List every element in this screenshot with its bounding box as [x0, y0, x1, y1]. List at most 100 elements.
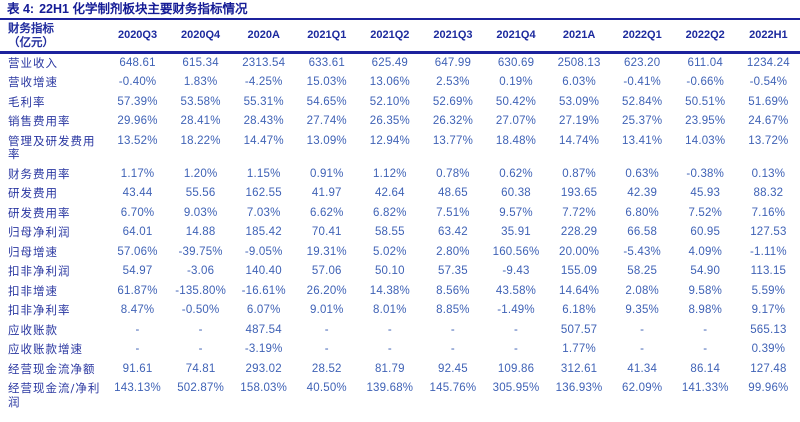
cell-value: 25.37% — [622, 115, 663, 127]
cell-value: 92.45 — [438, 362, 468, 375]
cell-value: 0.63% — [625, 167, 659, 180]
cell-value: 52.10% — [369, 95, 410, 108]
row-label: 经营现金流/净利润 — [8, 381, 101, 409]
cell-value: 647.99 — [434, 56, 472, 69]
cell-value: 58.25 — [627, 265, 658, 277]
cell-value: 88.32 — [753, 187, 784, 199]
cell-value: 623.20 — [623, 56, 661, 69]
cell-value: 0.39% — [751, 343, 786, 355]
cell-value: 9.01% — [309, 304, 344, 316]
cell-value: 127.48 — [750, 362, 787, 375]
cell-value: 109.86 — [497, 362, 535, 375]
cell-value: - — [703, 343, 708, 355]
cell-value: 158.03% — [240, 382, 288, 394]
cell-value: 185.42 — [245, 226, 282, 238]
cell-value: - — [135, 323, 140, 336]
table-row: 应收账款增速 - - -3.19% - - - - 1.77% - - 0.39% — [0, 340, 800, 360]
cell-value: - — [703, 323, 708, 336]
cell-value: 13.06% — [369, 76, 410, 88]
row-label: 应收账款增速 — [8, 342, 83, 356]
cell-value: 611.04 — [687, 56, 723, 69]
cell-value: 28.43% — [243, 115, 284, 127]
cell-value: -0.38% — [686, 167, 725, 180]
cell-value: 312.61 — [560, 362, 598, 375]
cell-value: 293.02 — [245, 362, 282, 375]
cell-value: 139.68% — [366, 382, 414, 394]
row-label: 扣非增速 — [8, 283, 58, 298]
table-row: 财务费用率 1.17% 1.20% 1.15% 0.91% 1.12% 0.78% 0.62%… — [0, 165, 800, 185]
cell-value: 8.01% — [373, 304, 407, 316]
table-row: 营收增速 -0.40% 1.83% -4.25% 15.03% 13.06% 2.53% 0.… — [0, 73, 800, 93]
row-label: 销售费用率 — [8, 114, 71, 128]
cell-value: 74.81 — [185, 362, 216, 375]
cell-value: 57.06 — [311, 265, 342, 277]
cell-value: 66.58 — [627, 226, 658, 238]
cell-value: 54.97 — [122, 265, 153, 277]
cell-value: 43.58% — [495, 284, 537, 297]
column-header-2020q3: 2020Q3 — [106, 20, 170, 54]
cell-value: 8.56% — [436, 284, 470, 297]
column-header-2021a: 2021A — [547, 20, 611, 54]
cell-value: 2508.13 — [557, 56, 601, 69]
cell-value: 1234.24 — [746, 56, 790, 69]
cell-value: 81.79 — [374, 362, 405, 375]
cell-value: 9.35% — [625, 304, 659, 316]
cell-value: 13.77% — [432, 134, 474, 147]
cell-value: 0.78% — [436, 167, 470, 180]
cell-value: 50.51% — [685, 95, 726, 108]
cell-value: -0.66% — [686, 76, 725, 88]
cell-value: 27.19% — [558, 115, 600, 127]
cell-value: 86.14 — [690, 362, 721, 375]
cell-value: 14.38% — [369, 284, 410, 297]
cell-value: 28.52 — [311, 362, 342, 375]
cell-value: 43.44 — [122, 187, 153, 199]
row-label: 管理及研发费用率 — [8, 133, 96, 161]
cell-value: 7.52% — [688, 206, 723, 219]
cell-value: 54.65% — [306, 95, 347, 108]
cell-value: 9.58% — [688, 284, 723, 297]
cell-value: 41.34 — [627, 362, 658, 375]
cell-value: 615.34 — [182, 56, 219, 69]
cell-value: 0.19% — [499, 76, 533, 88]
cell-value: - — [513, 323, 519, 336]
table-row: 经营现金流/净利润 143.13% 502.87% 158.03% 40.50% 139.… — [0, 379, 800, 412]
cell-value: 55.56 — [185, 187, 216, 199]
cell-value: 141.33% — [681, 382, 729, 394]
cell-value: 8.47% — [120, 304, 155, 316]
cell-value: 7.51% — [436, 206, 470, 219]
cell-value: 155.09 — [560, 265, 598, 277]
cell-value: 26.32% — [432, 115, 474, 127]
table-row: 扣非增速 61.87% -135.80% -16.61% 26.20% 14.38% 8.5… — [0, 282, 800, 302]
cell-value: 18.22% — [180, 134, 221, 147]
cell-value: 160.56% — [492, 245, 540, 258]
cell-value: 60.38 — [501, 187, 531, 199]
cell-value: 1.12% — [373, 167, 407, 180]
cell-value: 565.13 — [750, 323, 787, 336]
cell-value: -0.50% — [181, 304, 220, 316]
table-number: 表 4: — [7, 2, 35, 16]
cell-value: -0.40% — [118, 76, 157, 88]
cell-value: - — [450, 323, 455, 336]
table-row: 研发费用 43.44 55.56 162.55 41.97 42.64 48.65 60.38… — [0, 184, 800, 204]
cell-value: 26.35% — [369, 115, 410, 127]
cell-value: 26.20% — [306, 284, 347, 297]
cell-value: 140.40 — [245, 265, 282, 277]
cell-value: 57.39% — [117, 95, 158, 108]
cell-value: - — [387, 323, 392, 336]
cell-value: 145.76% — [429, 382, 477, 394]
cell-value: 1.83% — [183, 76, 218, 88]
financial-indicators-table: 财务指标 （亿元） 2020Q3 2020Q4 2020A 2021Q1 2021Q2 2… — [0, 20, 800, 412]
cell-value: 91.61 — [122, 362, 153, 375]
cell-value: 1.15% — [246, 167, 281, 180]
column-header-2022h1: 2022H1 — [736, 20, 800, 54]
header-row: 财务指标 （亿元） 2020Q3 2020Q4 2020A 2021Q1 2021Q2 2… — [0, 20, 800, 54]
cell-value: 633.61 — [308, 56, 345, 69]
cell-value: 6.03% — [562, 76, 596, 88]
cell-value: 162.55 — [245, 187, 282, 199]
cell-value: 51.69% — [748, 95, 789, 108]
cell-value: 6.82% — [373, 206, 407, 219]
cell-value: 13.52% — [117, 134, 158, 147]
cell-value: 35.91 — [501, 226, 531, 238]
cell-value: 27.07% — [495, 115, 537, 127]
